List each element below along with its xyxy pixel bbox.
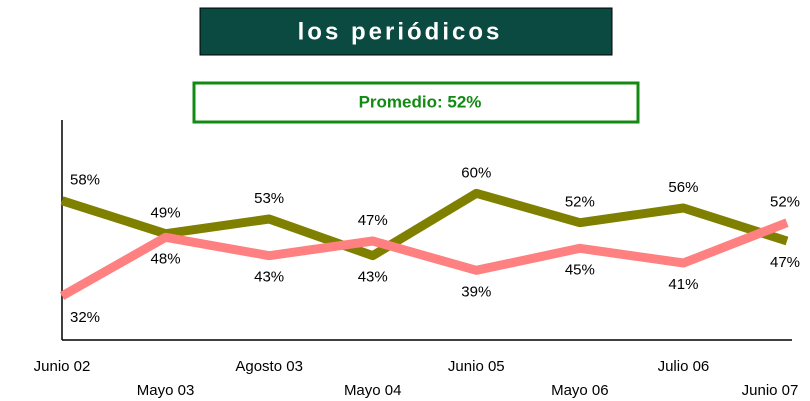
line — [60, 188, 789, 261]
data-label: 39% — [461, 283, 491, 300]
data-label: 48% — [151, 250, 181, 267]
data-label: 52% — [565, 194, 595, 211]
x-tick-label: Junio 07 — [742, 382, 799, 399]
data-label: 60% — [461, 164, 491, 181]
data-label: 47% — [770, 254, 800, 271]
chart-subtitle: Promedio: 52% — [359, 92, 482, 111]
data-label: 56% — [668, 179, 698, 196]
data-label: 43% — [358, 269, 388, 286]
x-tick-label: Julio 06 — [658, 358, 710, 375]
data-label: 52% — [770, 194, 800, 211]
x-tick-label: Agosto 03 — [235, 358, 303, 375]
x-tick-label: Mayo 03 — [137, 382, 195, 399]
data-label: 47% — [358, 212, 388, 229]
data-label: 58% — [70, 172, 100, 189]
data-label: 32% — [70, 309, 100, 326]
x-tick-label: Junio 05 — [448, 358, 505, 375]
x-tick-label: Mayo 06 — [551, 382, 609, 399]
data-label: 53% — [254, 190, 284, 207]
subtitle-box — [192, 81, 640, 124]
x-tick-label: Mayo 04 — [344, 382, 402, 399]
data-label: 43% — [254, 269, 284, 286]
data-label: 41% — [668, 276, 698, 293]
data-label: 45% — [565, 261, 595, 278]
chart-title: los periódicos — [298, 18, 503, 45]
x-tick-label: Junio 02 — [34, 358, 91, 375]
title-box — [199, 7, 613, 56]
data-label: 49% — [151, 205, 181, 222]
line — [59, 218, 789, 300]
